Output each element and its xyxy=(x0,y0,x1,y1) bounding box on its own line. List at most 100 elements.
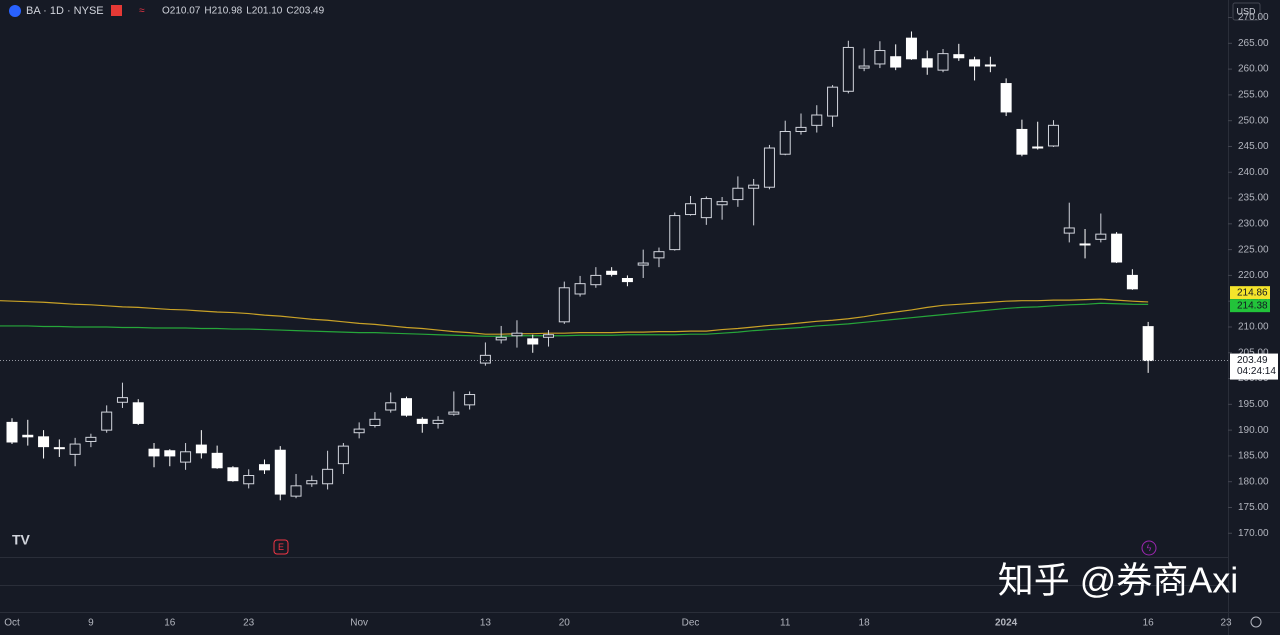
settings-icon[interactable] xyxy=(1250,616,1262,628)
candle-body xyxy=(290,485,302,497)
y-tick-label: 270.00 xyxy=(1238,12,1269,23)
earnings-badge[interactable] xyxy=(273,539,289,555)
candle-body xyxy=(811,114,823,126)
y-tick-label: 260.00 xyxy=(1238,64,1269,75)
y-tick-label: 170.00 xyxy=(1238,528,1269,539)
countdown: 04:24:14 xyxy=(1237,366,1276,377)
flag-icon[interactable] xyxy=(111,5,122,16)
ma-price-label: 214.86 xyxy=(1237,287,1268,298)
ohlc-value: 210.07 xyxy=(170,6,201,17)
ohlc-key: H xyxy=(204,6,211,17)
symbol[interactable]: BA · 1D · NYSE xyxy=(26,5,104,17)
candle-body xyxy=(1142,326,1154,362)
candle-body xyxy=(337,445,349,465)
candle-body xyxy=(1111,233,1123,263)
candle-body xyxy=(180,451,192,463)
candle-body xyxy=(1000,83,1012,113)
candle-body xyxy=(385,402,397,411)
y-tick-label: 195.00 xyxy=(1238,399,1269,410)
y-tick-label: 250.00 xyxy=(1238,115,1269,126)
currency-button[interactable] xyxy=(1232,2,1261,21)
candle-body xyxy=(606,270,618,275)
candle-body xyxy=(416,418,428,424)
tv-logo[interactable]: TV xyxy=(12,532,31,548)
ohlc-key: L xyxy=(246,6,252,17)
dividend-icon[interactable] xyxy=(1141,540,1157,556)
candle-body xyxy=(700,198,712,219)
x-tick-label: Oct xyxy=(4,618,20,629)
y-tick-label: 255.00 xyxy=(1238,90,1269,101)
candle-body xyxy=(1047,124,1059,147)
candle-body xyxy=(6,421,18,443)
candle-body xyxy=(148,448,160,457)
candle-body xyxy=(716,201,728,206)
x-tick-label: 20 xyxy=(559,618,571,629)
plot-area xyxy=(0,31,1154,501)
x-tick-label: 11 xyxy=(780,618,791,629)
x-tick-label: 16 xyxy=(1143,618,1155,629)
x-tick-label: Dec xyxy=(682,618,700,629)
candle-body xyxy=(511,332,523,337)
ma-price-tag xyxy=(1230,299,1270,313)
candle-body xyxy=(921,58,933,68)
candle-body xyxy=(69,443,81,455)
candle-body xyxy=(1079,243,1091,246)
candle-body xyxy=(132,402,144,424)
y-tick-label: 265.00 xyxy=(1238,38,1269,49)
candle-body xyxy=(101,411,113,431)
candle-body xyxy=(874,50,886,65)
candle-body xyxy=(495,336,507,341)
candle-body xyxy=(969,59,981,67)
candle-body xyxy=(464,394,476,406)
candle-body xyxy=(1095,233,1107,240)
candle-body xyxy=(1063,227,1075,234)
candle-body xyxy=(621,278,633,283)
currency[interactable]: USD xyxy=(1236,6,1256,16)
candle-body xyxy=(732,187,744,201)
compare-icon[interactable]: ≈ xyxy=(139,6,145,17)
earnings-label[interactable]: E xyxy=(278,542,284,552)
candle-body xyxy=(748,184,760,189)
y-tick-label: 235.00 xyxy=(1238,193,1269,204)
moving-average xyxy=(0,298,1149,335)
candle-body xyxy=(685,203,697,216)
candle-body xyxy=(984,64,996,67)
candle-body xyxy=(353,428,365,434)
x-tick-label: Nov xyxy=(350,618,368,629)
y-tick-label: 230.00 xyxy=(1238,218,1269,229)
dividend-glyph[interactable]: ϟ xyxy=(1147,543,1152,553)
y-tick-label: 190.00 xyxy=(1238,425,1269,436)
ohlc-value: 203.49 xyxy=(294,6,325,17)
candle-body xyxy=(53,447,65,450)
candle-body xyxy=(937,53,949,71)
ma-price-tag xyxy=(1230,286,1270,300)
candle-body xyxy=(637,262,649,266)
y-tick-label: 245.00 xyxy=(1238,141,1269,152)
ohlc-value: 210.98 xyxy=(212,6,243,17)
candle-body xyxy=(211,452,223,469)
candle-body xyxy=(527,338,539,345)
y-tick-label: 210.00 xyxy=(1238,322,1269,333)
candle-body xyxy=(795,126,807,133)
y-tick-label: 205.00 xyxy=(1238,347,1269,358)
candle-body xyxy=(779,131,791,155)
y-tick-label: 180.00 xyxy=(1238,476,1269,487)
candle-body xyxy=(763,147,775,188)
x-tick-label: 13 xyxy=(480,618,492,629)
candle-body xyxy=(890,56,902,68)
candle-body xyxy=(1126,274,1138,290)
symbol-logo[interactable] xyxy=(9,5,21,17)
candle-body xyxy=(1032,146,1044,149)
y-tick-label: 225.00 xyxy=(1238,244,1269,255)
candle-body xyxy=(227,467,239,482)
candle-body xyxy=(38,436,50,448)
ohlc-key: O xyxy=(162,6,170,17)
candle-body xyxy=(195,444,207,454)
candle-body xyxy=(243,475,255,485)
candle-body xyxy=(574,283,586,295)
candle-body xyxy=(1016,128,1028,155)
candle-body xyxy=(479,354,491,364)
candle-body xyxy=(369,418,381,426)
candle-body xyxy=(653,251,665,259)
x-tick-label: 23 xyxy=(1220,618,1232,629)
